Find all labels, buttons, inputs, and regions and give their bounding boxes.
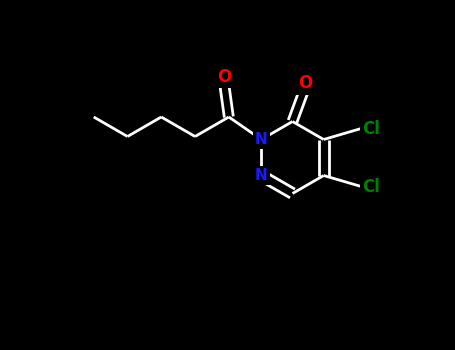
Text: N: N [255,132,268,147]
Text: N: N [255,168,268,183]
Text: O: O [217,68,231,85]
Text: O: O [298,74,312,92]
Text: Cl: Cl [362,177,380,196]
Text: Cl: Cl [362,119,380,138]
